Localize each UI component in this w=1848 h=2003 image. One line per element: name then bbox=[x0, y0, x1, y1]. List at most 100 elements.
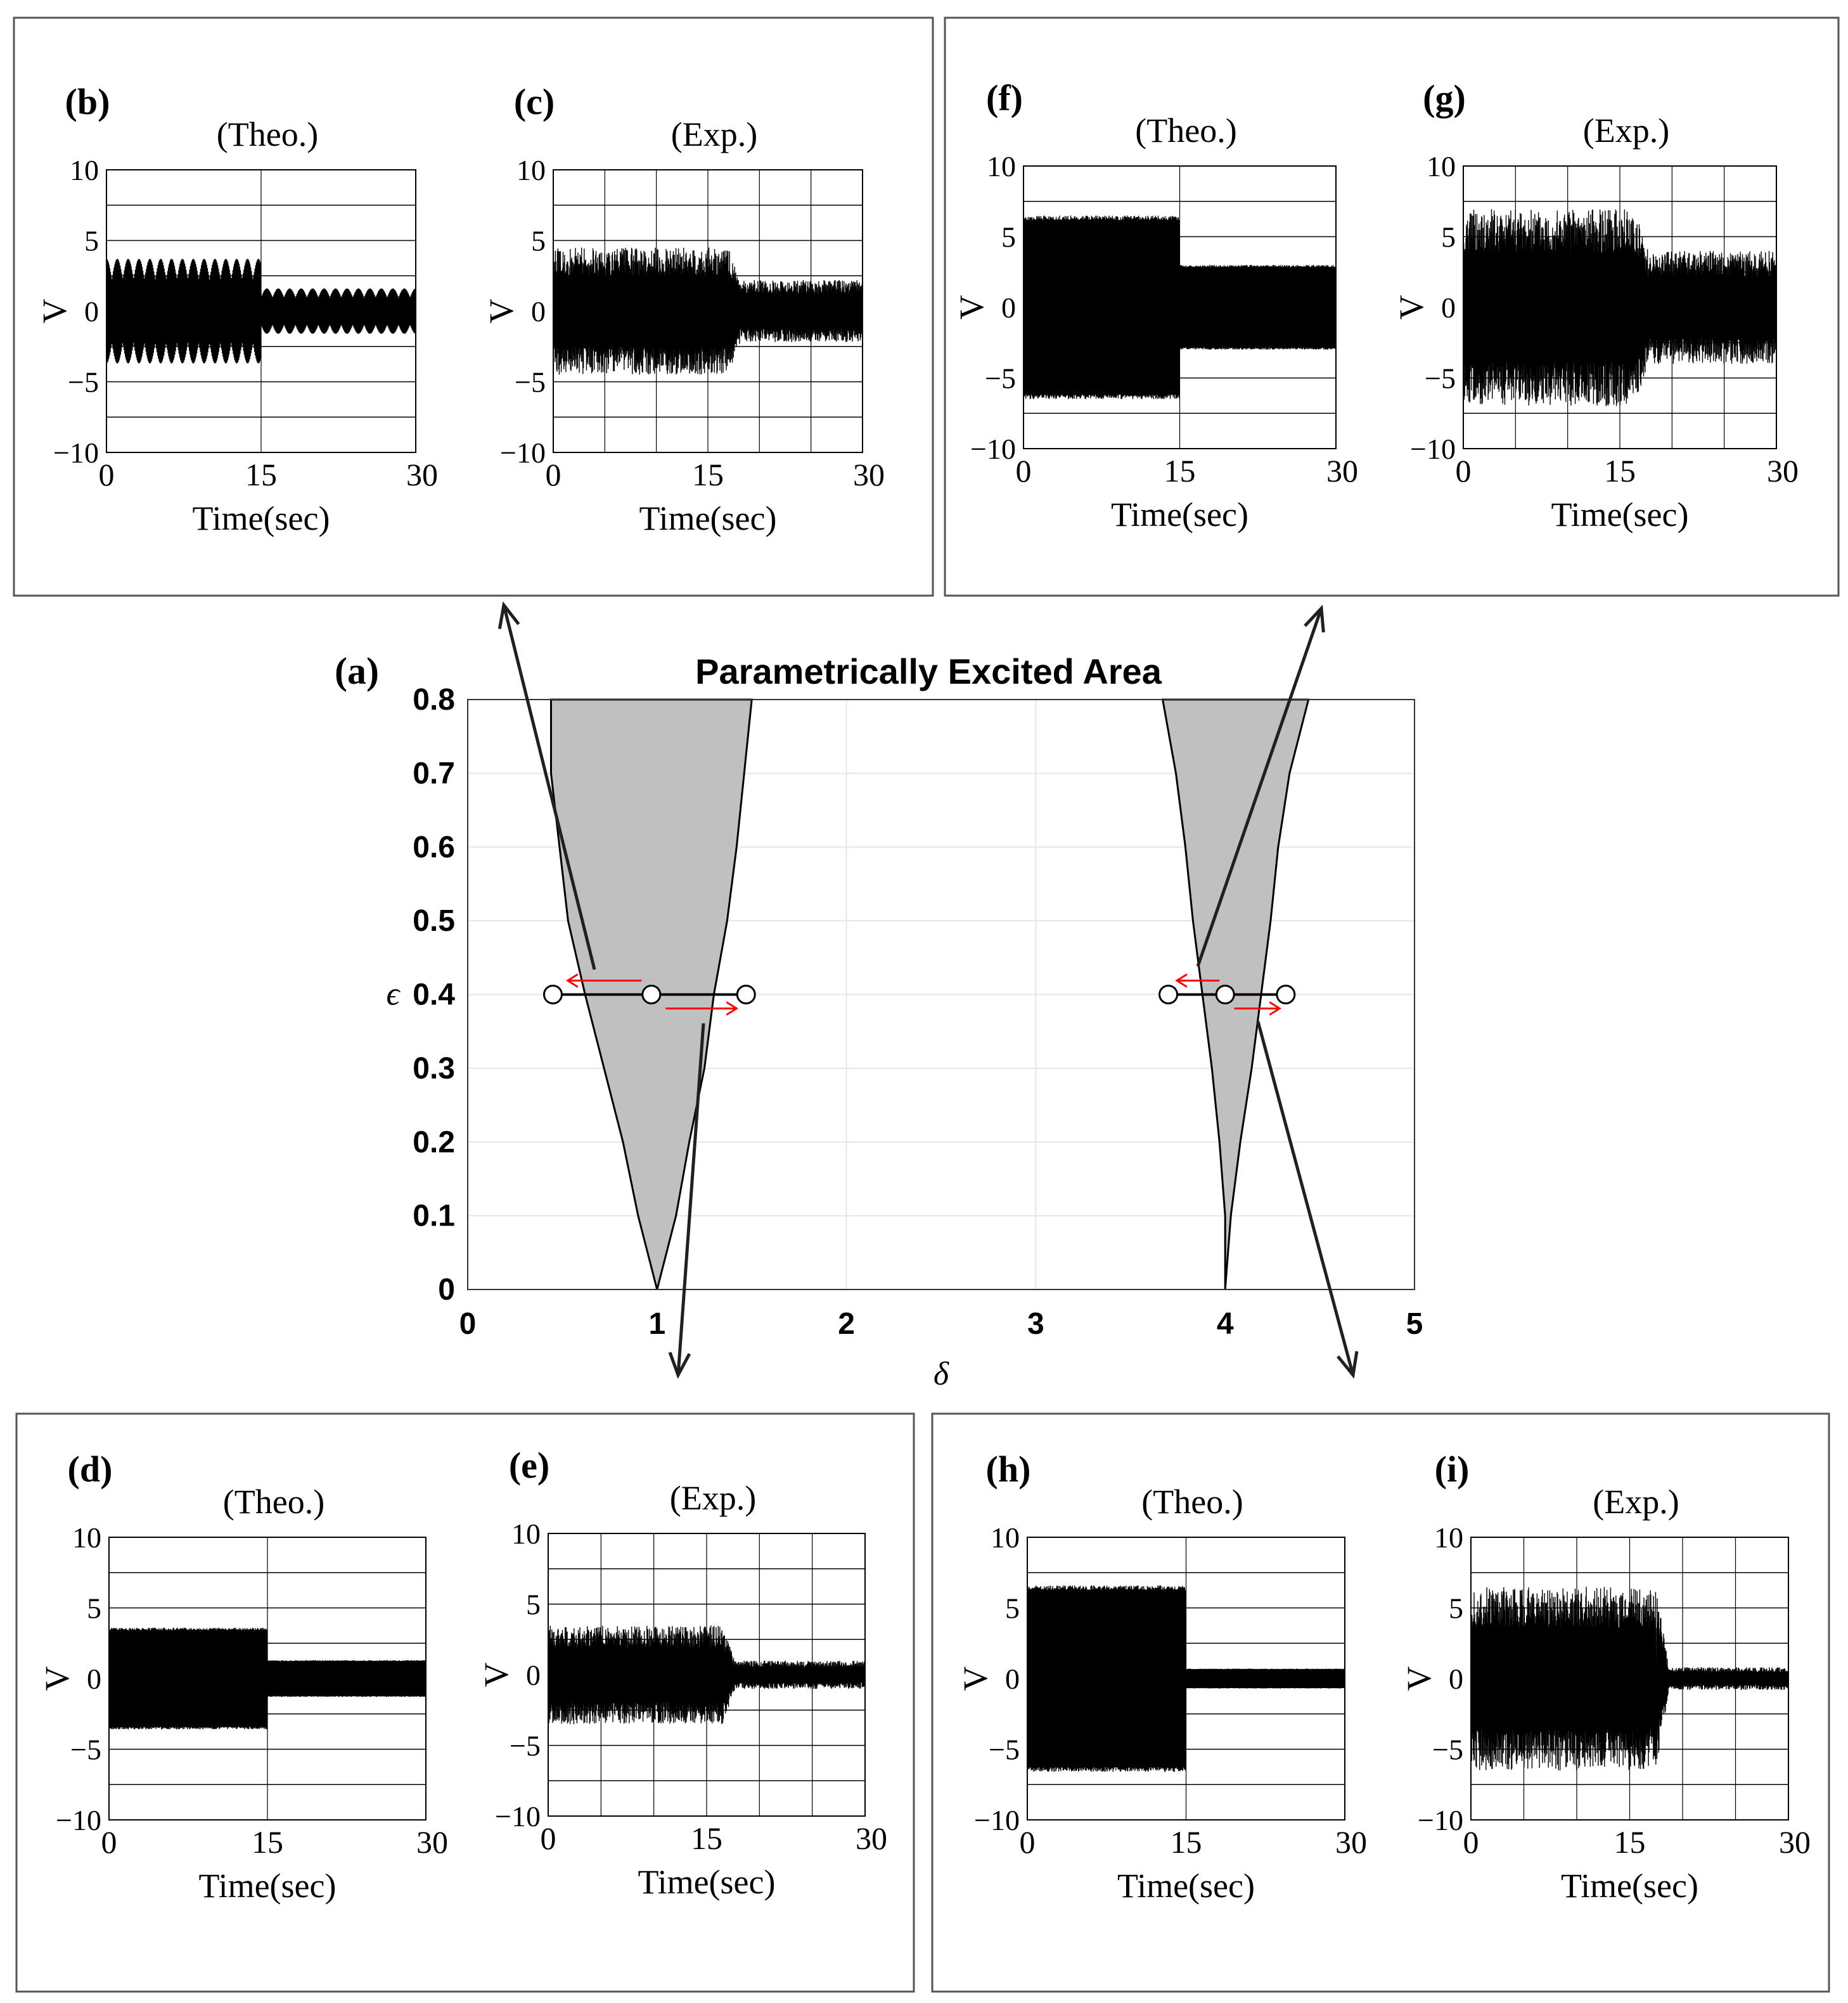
x-tick-label: 0 bbox=[1016, 453, 1032, 489]
panel-subtitle: (Exp.) bbox=[671, 115, 757, 153]
axes-frame bbox=[548, 1533, 866, 1817]
x-tick-label: 0 bbox=[99, 457, 115, 492]
y-axis-label: V bbox=[38, 1667, 76, 1691]
y-tick-label: 10 bbox=[991, 1521, 1020, 1554]
y-axis-label: V bbox=[1392, 295, 1430, 320]
x-tick-label: 3 bbox=[1027, 1307, 1044, 1341]
signal-trace bbox=[106, 259, 416, 364]
sweep-point bbox=[641, 985, 662, 1004]
pointer-line bbox=[502, 605, 596, 970]
x-tick-label: 0 bbox=[101, 1824, 117, 1860]
x-tick-label: 30 bbox=[853, 457, 885, 492]
y-tick-label: 0 bbox=[1005, 1663, 1020, 1695]
panel-subtitle: (Exp.) bbox=[670, 1479, 756, 1517]
signal-trace bbox=[548, 1625, 866, 1725]
x-tick-label: 15 bbox=[1604, 453, 1636, 489]
panel-subtitle: (Theo.) bbox=[223, 1483, 324, 1521]
y-tick-label: 0.3 bbox=[413, 1052, 455, 1085]
x-tick-label: 30 bbox=[1779, 1824, 1811, 1860]
x-tick-label: 30 bbox=[406, 457, 438, 492]
y-axis-label: V bbox=[477, 1663, 515, 1687]
signal-trace bbox=[1463, 209, 1777, 407]
panel-label: (i) bbox=[1435, 1449, 1470, 1490]
stability-chart: 0 1 2 3 4 5 0 0.1 0.2 0.3 0.4 0.5 0.6 0.7 0.8 Parametri… bbox=[335, 650, 1423, 1392]
panel-label: (f) bbox=[986, 77, 1023, 118]
chart-title: Parametrically Excited Area bbox=[695, 651, 1162, 691]
pointer-arrowhead bbox=[1337, 1351, 1359, 1379]
axes-frame bbox=[106, 169, 416, 453]
axes-frame bbox=[1463, 165, 1777, 449]
axes-frame bbox=[1023, 165, 1337, 449]
signal-trace bbox=[1027, 1585, 1345, 1772]
y-tick-label: −5 bbox=[1425, 362, 1456, 395]
y-tick-label: 0 bbox=[531, 295, 546, 328]
y-axis-label: V bbox=[482, 299, 520, 324]
y-tick-label: 5 bbox=[1449, 1592, 1463, 1625]
y-tick-label: −5 bbox=[510, 1730, 541, 1762]
x-tick-label: 0 bbox=[459, 1307, 477, 1341]
pointer-line bbox=[1256, 1021, 1355, 1376]
panel-label: (c) bbox=[514, 81, 555, 122]
y-tick-label: −10 bbox=[53, 437, 99, 469]
y-tick-label: 10 bbox=[72, 1521, 101, 1554]
y-tick-label: 5 bbox=[87, 1592, 101, 1625]
y-tick-label: 10 bbox=[511, 1518, 541, 1550]
y-tick-label: 5 bbox=[531, 225, 546, 257]
x-tick-label: 15 bbox=[1164, 453, 1196, 489]
pointer-line bbox=[1196, 608, 1323, 967]
y-tick-label: 0 bbox=[1001, 291, 1016, 324]
x-tick-label: 30 bbox=[1335, 1824, 1367, 1860]
x-axis-label: Time(sec) bbox=[199, 1867, 337, 1905]
y-tick-label: −5 bbox=[985, 362, 1016, 395]
y-tick-label: 5 bbox=[1441, 221, 1456, 253]
y-tick-label: 0 bbox=[87, 1663, 101, 1695]
y-tick-label: −10 bbox=[1410, 433, 1456, 465]
y-tick-label: 0.2 bbox=[413, 1125, 455, 1159]
y-tick-label: −10 bbox=[495, 1800, 541, 1833]
x-tick-label: 4 bbox=[1217, 1307, 1234, 1341]
y-tick-label: 0.1 bbox=[413, 1200, 455, 1233]
y-tick-label: 10 bbox=[1434, 1521, 1463, 1554]
panel-label: (e) bbox=[509, 1445, 549, 1486]
x-axis-label: Time(sec) bbox=[639, 499, 777, 537]
x-tick-label: 0 bbox=[1020, 1824, 1036, 1860]
y-tick-label: 5 bbox=[1005, 1592, 1020, 1625]
y-tick-label: −10 bbox=[500, 437, 546, 469]
x-axis-label: Time(sec) bbox=[1117, 1867, 1255, 1905]
pointer-arrowhead bbox=[668, 1352, 691, 1379]
y-tick-label: 5 bbox=[526, 1589, 541, 1621]
x-tick-label: 15 bbox=[1614, 1824, 1646, 1860]
y-tick-label: 0.7 bbox=[413, 757, 455, 790]
y-tick-label: 0.4 bbox=[413, 978, 455, 1012]
y-tick-label: 0 bbox=[438, 1273, 455, 1307]
group-box-bc bbox=[13, 16, 934, 597]
axes-frame bbox=[108, 1537, 427, 1821]
sweep-arrowhead-right bbox=[1269, 1001, 1282, 1016]
pointer-line bbox=[676, 1023, 705, 1376]
panel-subtitle: (Exp.) bbox=[1593, 1483, 1679, 1521]
panel-label: (h) bbox=[986, 1449, 1031, 1490]
axes-frame bbox=[1470, 1537, 1789, 1821]
y-tick-label: −10 bbox=[1418, 1804, 1463, 1836]
y-axis-label: ϵ bbox=[387, 976, 401, 1013]
signal-trace bbox=[553, 247, 863, 375]
x-tick-label: 1 bbox=[648, 1307, 665, 1341]
y-axis-label: V bbox=[953, 295, 991, 320]
sweep-point bbox=[542, 985, 563, 1004]
axes-frame bbox=[1027, 1537, 1345, 1821]
pointer-arrows bbox=[497, 601, 1359, 1379]
panel-label: (d) bbox=[68, 1449, 113, 1490]
panel-label: (b) bbox=[65, 81, 110, 122]
y-tick-label: 0.8 bbox=[413, 683, 455, 717]
x-tick-label: 15 bbox=[691, 1821, 722, 1856]
sweep-arrowhead-left bbox=[1175, 973, 1188, 988]
y-tick-label: 0 bbox=[526, 1659, 541, 1691]
sweep-point bbox=[736, 985, 756, 1004]
